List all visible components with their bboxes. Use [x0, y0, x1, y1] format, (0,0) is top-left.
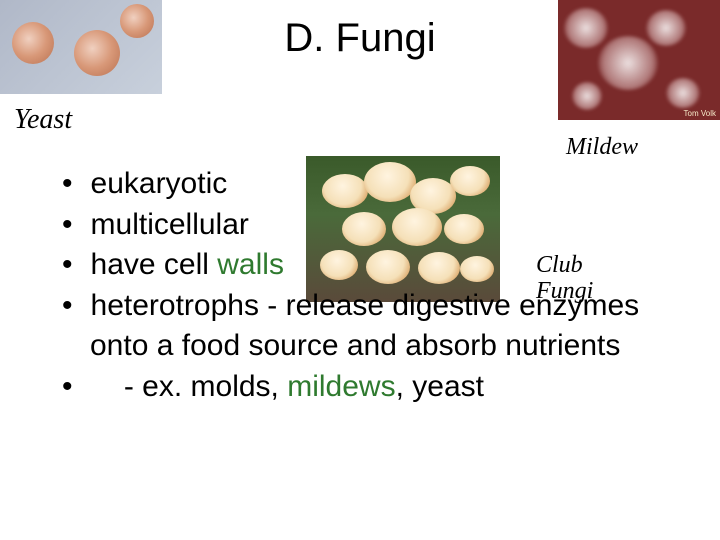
- highlight-text: walls: [217, 248, 284, 281]
- list-item: have cell walls: [62, 245, 682, 286]
- list-item: heterotrophs - release digestive enzymes…: [62, 286, 682, 367]
- bullet-list: eukaryotic multicellular have cell walls…: [62, 164, 682, 407]
- list-item: - ex. molds, mildews, yeast: [62, 367, 682, 408]
- text: - ex. molds,: [91, 370, 288, 403]
- text: have cell: [91, 248, 218, 281]
- text: , yeast: [396, 370, 484, 403]
- highlight-text: mildews: [287, 370, 395, 403]
- image-credit: Tom Volk: [684, 109, 716, 118]
- list-item: eukaryotic: [62, 164, 682, 205]
- yeast-label: Yeast: [14, 104, 72, 136]
- list-item: multicellular: [62, 205, 682, 246]
- mildew-label: Mildew: [566, 134, 638, 161]
- page-title: D. Fungi: [0, 16, 720, 61]
